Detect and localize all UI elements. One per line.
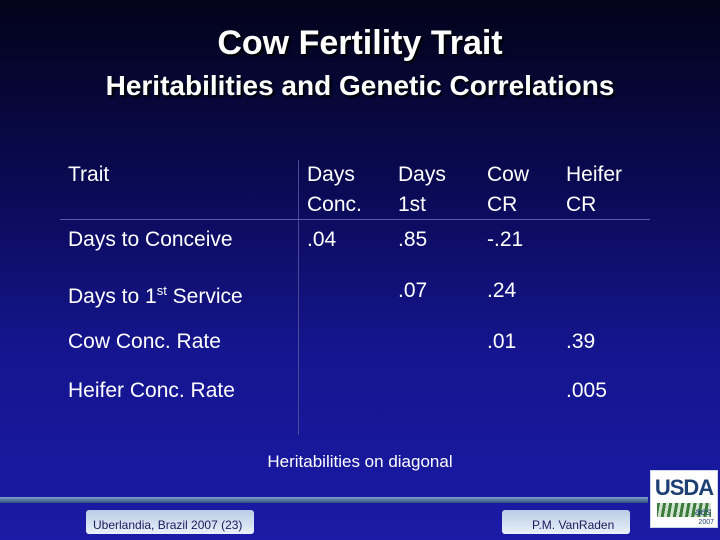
row-label-superscript: st (156, 283, 167, 298)
column-header-heifer-cr: Heifer CR (566, 160, 622, 220)
row-header-trait: Trait (68, 163, 110, 186)
column-header-line1: Days (398, 163, 446, 186)
column-header-days-1st: Days 1st (398, 160, 446, 220)
table-cell: .24 (487, 279, 517, 302)
usda-logo-field-icon (657, 503, 711, 517)
column-header-line2: CR (566, 193, 597, 216)
column-header-line1: Days (307, 163, 355, 186)
footer-rule (0, 497, 648, 503)
usda-logo: USDA 2007 (650, 470, 718, 528)
column-header-days-conc: Days Conc. (307, 160, 362, 220)
footer-location: Uberlandia, Brazil 2007 (23) (93, 518, 243, 532)
table-header-divider (60, 219, 650, 220)
column-header-line2: Conc. (307, 193, 362, 216)
row-label-days-to-1st-service: Days to 1st Service (68, 276, 243, 312)
column-header-line2: CR (487, 193, 518, 216)
footer-author: P.M. VanRaden (532, 518, 615, 532)
column-header-cow-cr: Cow CR (487, 160, 529, 220)
usda-logo-text: USDA (654, 475, 714, 500)
corner-logo-mark: aes (695, 507, 712, 518)
column-header-line1: Cow (487, 163, 530, 186)
footer-right-box (502, 510, 630, 534)
table-vertical-divider (298, 160, 299, 435)
table-cell: .01 (487, 330, 517, 353)
column-header-line1: Heifer (566, 163, 623, 186)
row-label-heifer-conc-rate: Heifer Conc. Rate (68, 379, 235, 402)
table-cell: .04 (307, 228, 337, 251)
row-label-rest: Service (166, 285, 243, 308)
row-label-days-to-conceive: Days to Conceive (68, 228, 233, 251)
slide-title: Cow Fertility Trait (217, 24, 503, 62)
table-cell: .07 (398, 279, 428, 302)
table-cell: .39 (566, 330, 596, 353)
row-label-cow-conc-rate: Cow Conc. Rate (68, 330, 221, 353)
usda-logo-year: 2007 (698, 519, 714, 526)
slide-subtitle: Heritabilities and Genetic Correlations (105, 70, 615, 101)
table-cell: -.21 (487, 228, 524, 251)
diagonal-note: Heritabilities on diagonal (267, 452, 453, 471)
footer-left-box (86, 510, 254, 534)
row-label-main: Days to 1 (68, 285, 157, 308)
table-cell: .005 (566, 379, 607, 402)
table-cell: .85 (398, 228, 428, 251)
column-header-line2: 1st (398, 193, 427, 216)
